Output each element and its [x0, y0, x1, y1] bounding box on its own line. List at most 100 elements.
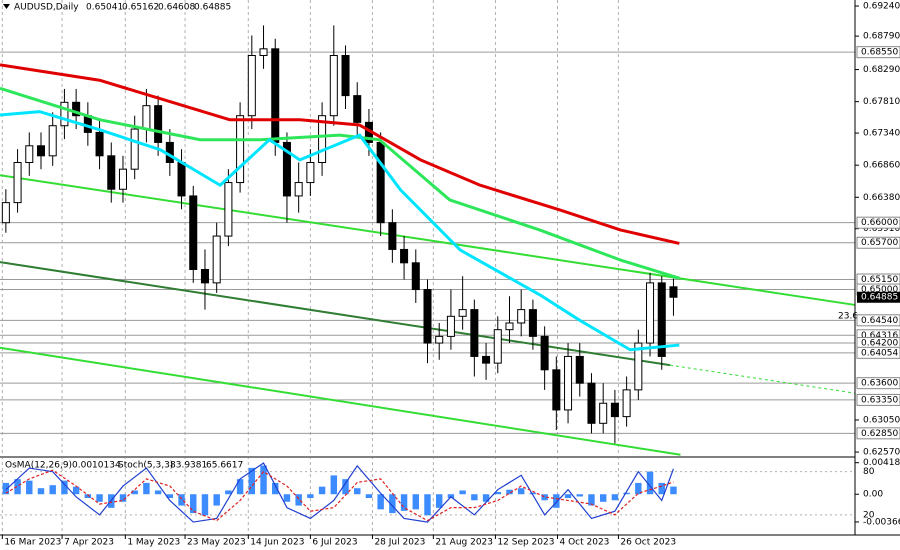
osma-bar — [295, 494, 302, 506]
candle-body — [13, 162, 22, 204]
y-tick-label: 0.67340 — [863, 129, 900, 139]
osma-bar — [225, 490, 232, 495]
x-tick-label: 26 Oct 2023 — [620, 538, 676, 548]
candle-body — [1, 202, 10, 224]
level-label: 0.64316 — [861, 331, 898, 341]
level-label: 0.65700 — [861, 238, 898, 248]
header-close: 0.64885 — [194, 3, 231, 13]
osma-bar — [131, 490, 138, 495]
osma-bar — [389, 494, 396, 514]
stoch-tick-label: 20 — [863, 510, 875, 520]
osma-bar — [283, 494, 291, 502]
panel-separator — [0, 456, 855, 458]
candle-body — [177, 162, 186, 197]
header-high: 0.65162 — [122, 3, 159, 13]
candle-body — [528, 309, 537, 337]
osma-bar — [635, 482, 642, 495]
y-tick-label: 0.66380 — [863, 193, 900, 203]
osma-bar — [377, 494, 384, 510]
candle-body — [540, 335, 549, 371]
osma-bar — [646, 471, 654, 495]
osma-bar — [576, 494, 583, 497]
osma-bar — [37, 488, 45, 495]
candle-body — [212, 235, 221, 284]
osma-bar — [119, 494, 127, 502]
candle-body — [224, 182, 233, 237]
osma-name: OsMA(12,26,9) — [5, 461, 72, 471]
x-tick-label: 4 Oct 2023 — [560, 538, 610, 548]
level-label: 0.64540 — [861, 316, 898, 326]
candle-body — [247, 55, 256, 117]
level-label: 0.63350 — [861, 395, 898, 405]
osma-bar — [529, 492, 537, 495]
candle-body — [353, 95, 362, 123]
level-box — [856, 236, 900, 249]
x-tick-label: 16 Mar 2023 — [4, 538, 61, 548]
osma-bar — [84, 494, 92, 499]
candle-body — [622, 389, 631, 418]
candle-body — [610, 402, 619, 418]
osma-bar — [517, 488, 525, 495]
osma-bar — [201, 494, 209, 516]
candle-body — [48, 125, 57, 157]
candle-body — [400, 248, 409, 264]
y-tick-label: 0.66860 — [863, 161, 900, 171]
candle-body — [458, 309, 467, 317]
stoch-name: Stoch(5,3,3) — [118, 461, 173, 471]
candle-body — [411, 262, 420, 291]
y-tick-label: 0.69240 — [863, 2, 900, 12]
osma-bar — [26, 480, 33, 495]
osma-bar — [260, 465, 267, 495]
osma-bar — [14, 479, 21, 495]
osma-bar — [424, 494, 431, 516]
plot-layer — [0, 25, 856, 523]
header-open: 0.65041 — [86, 3, 123, 13]
candle-body — [259, 48, 268, 57]
osma-bar — [330, 475, 338, 495]
osma-bar — [506, 489, 513, 495]
osma-bar — [354, 488, 361, 495]
candle-body — [142, 105, 151, 130]
symbol-label: AUDUSD,Daily — [14, 3, 79, 13]
osma-bar — [72, 486, 80, 495]
level-label: 0.64054 — [861, 348, 898, 358]
stoch-line — [5, 469, 674, 522]
osma-bar — [96, 494, 103, 502]
osma-bar — [435, 494, 443, 508]
moving-average — [0, 63, 680, 245]
level-label: 0.63600 — [861, 379, 898, 389]
candle-body — [318, 115, 327, 163]
level-label: 0.62850 — [861, 429, 898, 439]
y-tick-label: 0.62570 — [863, 448, 900, 458]
menu-arrow[interactable] — [3, 4, 10, 9]
candle-body — [282, 141, 291, 197]
osma-bar — [541, 494, 548, 501]
osma-bar — [213, 494, 220, 506]
stoch-line — [5, 462, 675, 523]
osma-bar — [471, 494, 478, 501]
current-price-box — [857, 291, 900, 303]
candle-body — [646, 282, 655, 344]
osma-bar — [190, 494, 197, 514]
level-label: 0.68550 — [861, 48, 898, 58]
y-tick-label: -0.003668 — [863, 517, 900, 527]
candle-body — [657, 282, 666, 357]
stoch-signal-value: 65.6617 — [206, 461, 243, 471]
y-tick-label: 0.63050 — [863, 415, 900, 425]
osma-bar — [400, 494, 408, 511]
candle-body — [587, 382, 596, 424]
moving-average — [0, 110, 680, 352]
candle-body — [388, 222, 397, 250]
osma-bar — [611, 494, 619, 501]
candle-body — [341, 55, 350, 97]
candle-body — [25, 145, 34, 163]
level-box — [856, 216, 900, 229]
candle-body — [189, 195, 198, 270]
x-tick-label: 6 Jul 2023 — [312, 538, 357, 548]
osma-bar — [588, 494, 595, 506]
candle-body — [482, 355, 491, 364]
candle-body — [154, 105, 163, 143]
trend-line — [0, 346, 681, 456]
